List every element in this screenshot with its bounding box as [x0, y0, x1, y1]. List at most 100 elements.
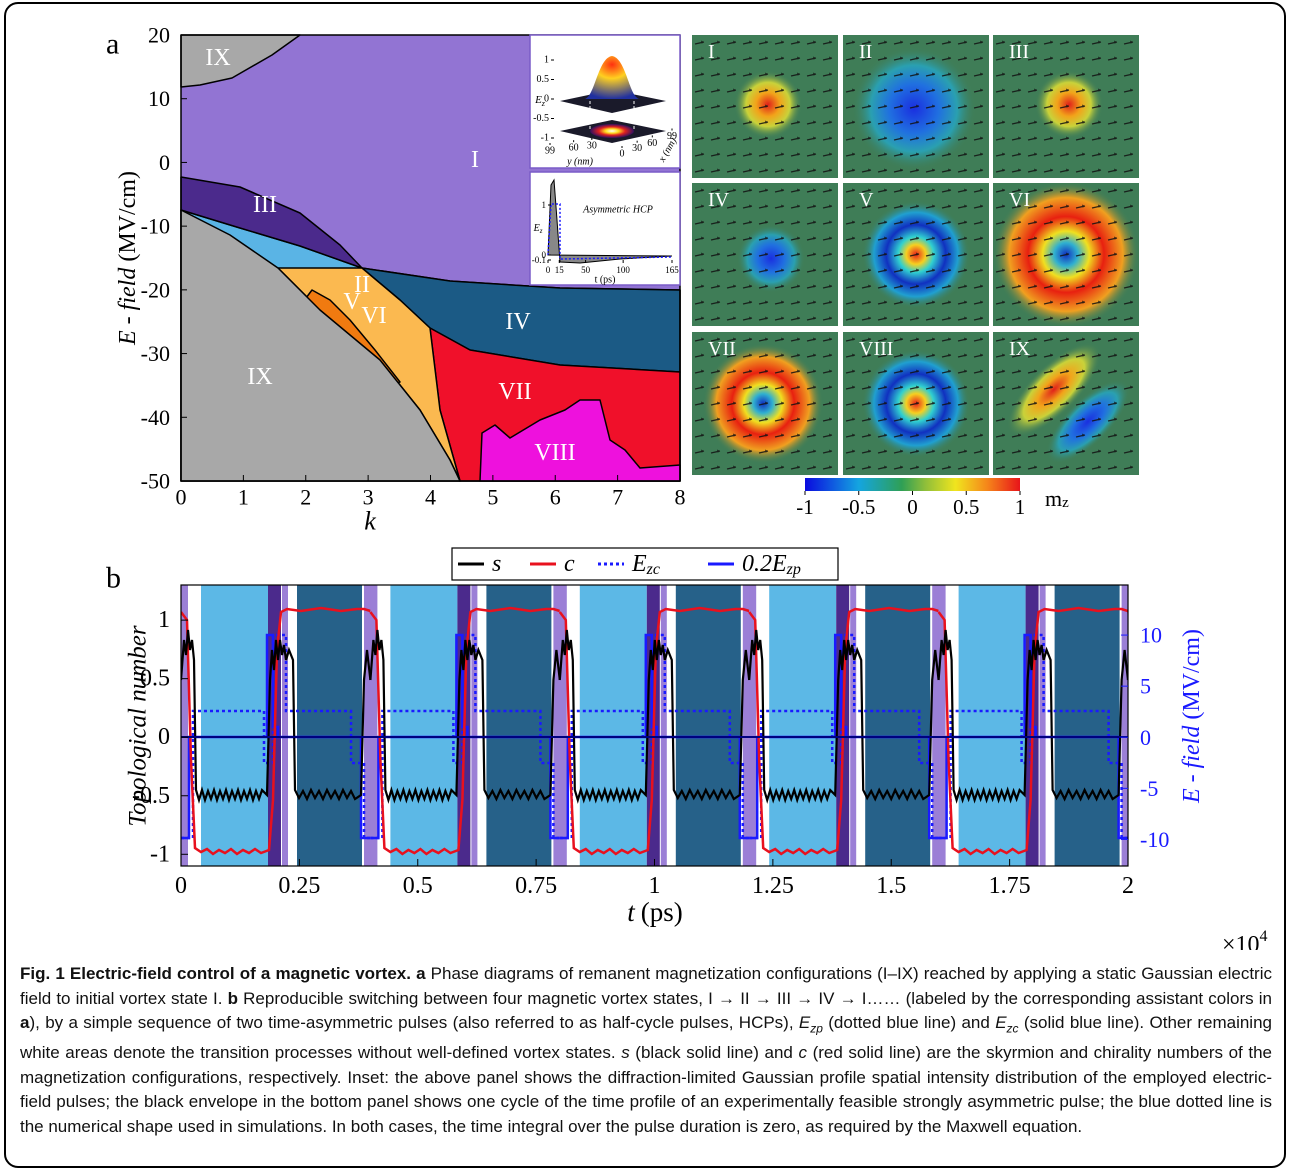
spin-arrows: [843, 183, 989, 326]
caption-text: Phase diagrams of remanent magnetization…: [20, 964, 1272, 1008]
legend-label-sub: zp: [786, 561, 801, 578]
caption-text: Reproducible switching between four magn…: [237, 988, 1272, 1008]
vortex-map: V: [843, 183, 989, 326]
legend-label: c: [564, 551, 575, 577]
map-label: V: [859, 189, 874, 211]
y-tick-label: 10: [148, 86, 170, 111]
inset-axis-label-base: E: [533, 223, 540, 234]
phase-diagram-regions: [180, 34, 681, 482]
legend-label-name: 0.2E: [742, 551, 787, 577]
inset-axis-label-base: E: [534, 94, 542, 106]
inset-tick-label: -0.1: [532, 255, 546, 265]
x-tick-label: 8: [675, 485, 686, 510]
map-label: III: [1009, 41, 1029, 63]
vortex-map: VIII: [843, 332, 989, 475]
spin-arrows: [692, 183, 838, 326]
legend-label: Ezc: [631, 551, 660, 578]
panel-label: b: [106, 562, 121, 595]
x-tick-label: 3: [363, 485, 374, 510]
x-axis-label-name: t: [627, 897, 636, 927]
y2-tick-label: 10: [1140, 623, 1162, 648]
inset-tick-label: 1: [544, 55, 549, 66]
inset-tick-label: -1: [541, 133, 549, 144]
y-tick-label: -1: [150, 841, 170, 867]
x-tick-label: 2: [1122, 873, 1134, 899]
caption-text: s: [621, 1043, 630, 1063]
x-tick-label: 1.25: [752, 873, 794, 899]
x-tick-label: 7: [612, 485, 623, 510]
switching-sequence: [181, 585, 1128, 866]
spin-arrows: [843, 35, 989, 178]
region-label: IX: [247, 364, 272, 390]
colorbar-tick-label: -0.5: [842, 495, 875, 519]
inset-top: [529, 34, 681, 169]
inset-tick-label: 0: [620, 149, 625, 160]
spin-arrows: [993, 332, 1139, 475]
x-tick-label: 0.25: [278, 873, 320, 899]
inset-tick-label: 60: [647, 138, 657, 149]
y2-axis-label: E - field (MV/cm): [1179, 629, 1205, 804]
x-tick-label: 4: [425, 485, 436, 510]
inset-tick-label: 30: [587, 140, 597, 151]
caption-text: a: [416, 964, 426, 983]
inset-tick-label: 99: [667, 131, 677, 142]
y2-tick-label: -5: [1140, 776, 1158, 801]
x-tick-label: 0: [175, 873, 187, 899]
spin-arrows: [993, 183, 1139, 326]
y-tick-label: -0.5: [132, 783, 170, 809]
legend-box: [451, 547, 839, 581]
caption-text: c: [798, 1043, 807, 1063]
region-label: VI: [361, 303, 386, 329]
spin-arrows: [843, 332, 989, 475]
spin-arrows: [692, 332, 838, 475]
x-tick-label: 6: [550, 485, 561, 510]
figure: IX I III II IV V VI IX VII VIII a b 2010…: [106, 23, 1268, 951]
inset-tick-label: -0.5: [533, 113, 549, 124]
map-label: VII: [708, 338, 736, 360]
y-axis-label: E - field (MV/cm): [115, 171, 141, 346]
region-label: VIII: [534, 440, 575, 466]
legend-label: s: [492, 551, 501, 577]
spin-arrows: [993, 35, 1139, 178]
vortex-map: IV: [692, 183, 838, 326]
y-tick-label: 0: [158, 724, 170, 750]
x-tick-label: 1: [238, 485, 249, 510]
inset-tick-label: 165: [665, 265, 679, 275]
inset-tick-label: 0.5: [537, 74, 550, 85]
vortex-map: IX: [993, 332, 1139, 475]
axis-multiplier-exp: 4: [1260, 928, 1268, 945]
vortex-map: III: [993, 35, 1139, 178]
inset-title: Asymmetric HCP: [582, 205, 653, 216]
legend-label-name: E: [631, 551, 647, 577]
region-label: VII: [498, 379, 531, 405]
region-label: V: [343, 289, 361, 315]
x-tick-label: 0.5: [403, 873, 433, 899]
y-tick-label: -10: [141, 214, 170, 239]
x-tick-label: 5: [487, 485, 498, 510]
caption: Fig. 1 Electric-field control of a magne…: [20, 962, 1272, 1140]
inset-tick-label: 60: [569, 143, 579, 154]
region-label: II: [354, 272, 370, 298]
region-label: IX: [205, 45, 230, 71]
y2-tick-label: 5: [1140, 674, 1151, 699]
x-tick-label: 2: [300, 485, 311, 510]
caption-text: E: [798, 1013, 811, 1033]
inset-axis-label: Ez: [534, 94, 546, 108]
map-label: VI: [1009, 189, 1030, 211]
vortex-map: II: [843, 35, 989, 178]
y-tick-label: -40: [141, 405, 170, 430]
caption-text: a: [20, 1013, 30, 1033]
y-tick-label: -20: [141, 277, 170, 302]
y-tick-label: 0: [159, 150, 170, 175]
caption-text: (solid blue line). Other remaining white…: [20, 1013, 1272, 1063]
inset-tick-label: 0: [544, 94, 549, 105]
figure-frame: [4, 2, 1286, 1168]
colorbar-tick-label: -1: [796, 495, 814, 519]
y-tick-label: 0.5: [140, 666, 170, 692]
y-tick-label: 20: [148, 23, 170, 48]
caption-text: ), by a simple sequence of two time-asym…: [29, 1013, 799, 1033]
y-tick-label: -50: [141, 469, 170, 494]
panel-label: a: [106, 28, 119, 61]
map-label: IV: [708, 189, 730, 211]
y-tick-label: 1: [158, 607, 170, 633]
